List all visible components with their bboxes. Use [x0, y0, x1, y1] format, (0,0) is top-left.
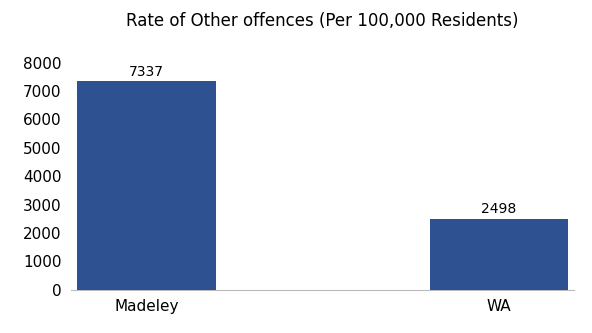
Title: Rate of Other offences (Per 100,000 Residents): Rate of Other offences (Per 100,000 Resi… [126, 12, 519, 30]
Bar [430, 219, 568, 290]
Text: 7337: 7337 [129, 65, 164, 79]
Bar [78, 82, 215, 290]
Text: 2498: 2498 [481, 202, 516, 216]
